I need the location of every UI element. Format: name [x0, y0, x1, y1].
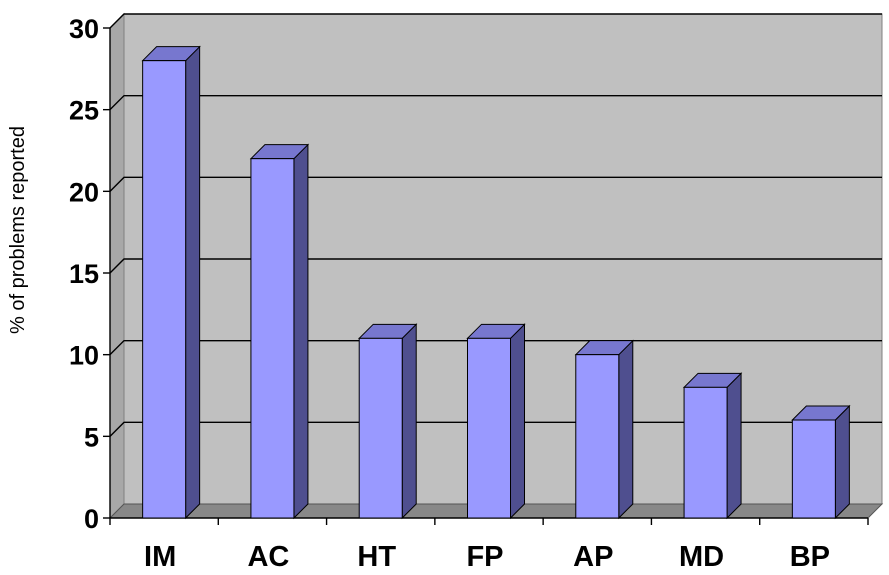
bar-front	[467, 337, 511, 519]
bar-front	[142, 60, 187, 519]
bar-ac	[249, 143, 310, 520]
bar-md	[682, 372, 743, 520]
bar-side	[401, 323, 417, 520]
bar-front	[250, 158, 295, 519]
bar-bp	[791, 404, 851, 520]
bar-side	[618, 339, 634, 520]
bar-side	[293, 143, 309, 520]
bar-fp	[466, 323, 526, 520]
y-tick-labels: 0 5 10 15 20 25 30	[69, 14, 99, 534]
x-tick-labels: IM AC HT FP AP MD BP	[144, 541, 830, 573]
bar-side	[510, 323, 525, 520]
gridline	[109, 258, 882, 274]
x-tick-label: FP	[466, 541, 503, 570]
bar-side	[834, 404, 850, 520]
bar-ap	[574, 339, 634, 520]
x-tick-label: AP	[573, 541, 613, 570]
x-tick-label: IM	[144, 541, 176, 570]
bar-front	[575, 354, 620, 519]
x-tick-label: MD	[679, 541, 724, 570]
bar-front	[791, 419, 836, 519]
gridline	[109, 94, 882, 111]
bar-ht	[358, 323, 418, 520]
gridline	[109, 176, 882, 192]
bar-front	[358, 337, 403, 519]
gridline	[109, 13, 882, 29]
bar-front	[683, 386, 728, 519]
y-tick-label: 5	[84, 422, 99, 452]
bar-side	[185, 45, 201, 520]
y-tick-label: 10	[69, 341, 99, 371]
x-tick-label: AC	[247, 541, 289, 570]
y-tick-label: 15	[69, 259, 99, 289]
y-axis-label: % of problems reported	[7, 126, 29, 334]
x-tick-label: BP	[790, 541, 830, 570]
y-tick-label: 20	[69, 177, 99, 207]
bar-im	[141, 45, 201, 520]
y-tick-label: 0	[84, 504, 99, 534]
bars	[141, 45, 851, 520]
y-tick-label: 30	[69, 14, 99, 44]
y-tick-label: 25	[69, 96, 99, 126]
x-tick-label: HT	[357, 541, 396, 570]
bar-side	[726, 372, 742, 520]
